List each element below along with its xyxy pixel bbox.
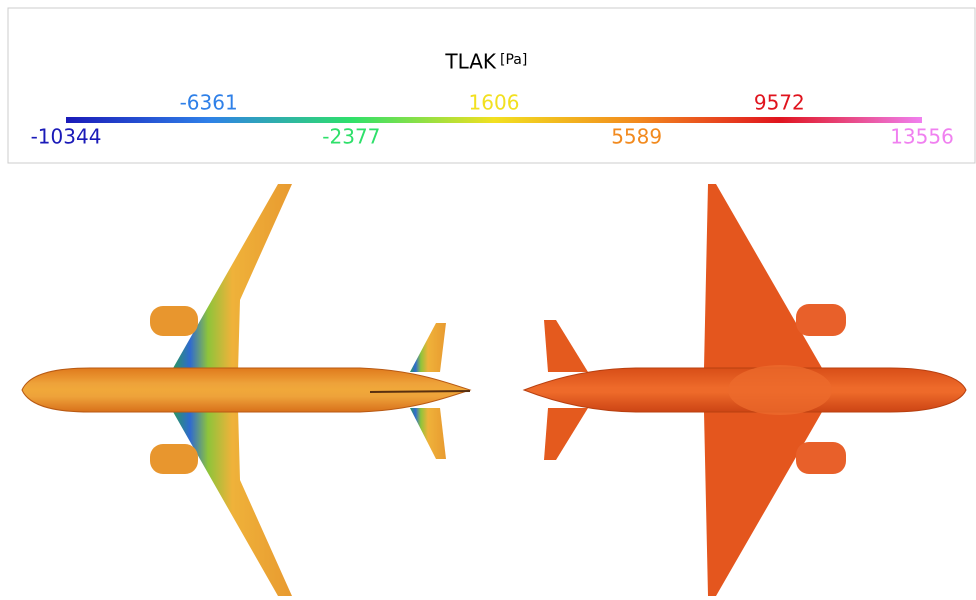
aircraft-top-view	[21, 183, 471, 597]
colorbar-unit: [Pa]	[500, 52, 527, 68]
colorbar-tick-label: -10344	[31, 125, 102, 149]
colorbar-tick-label: 1606	[469, 91, 520, 115]
colorbar-tick-label: -6361	[180, 91, 238, 115]
colorbar-tick-label: -2377	[322, 125, 380, 149]
colorbar-title: TLAK	[444, 50, 497, 74]
aircraft-bottom-view	[523, 183, 967, 597]
legend-box	[7, 7, 976, 164]
colorbar-tick-label: 5589	[611, 125, 662, 149]
colorbar-tick-label: 13556	[890, 125, 954, 149]
colorbar	[66, 117, 922, 123]
colorbar-tick-label: 9572	[754, 91, 805, 115]
